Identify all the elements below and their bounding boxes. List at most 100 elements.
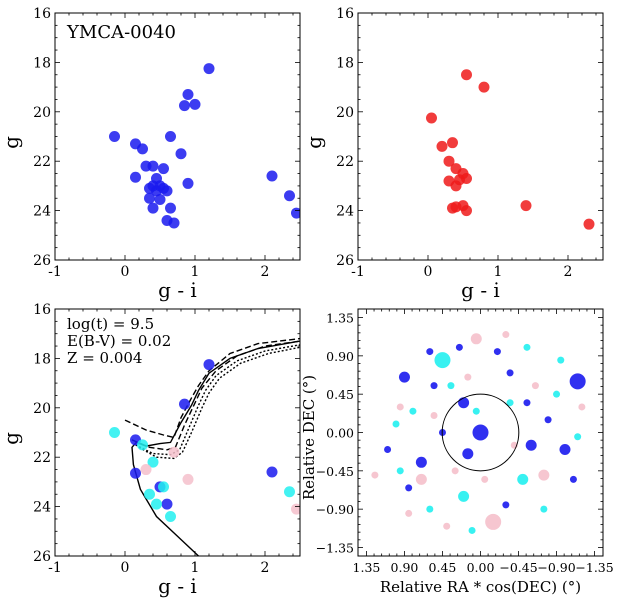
- x-tick-label: -1: [48, 560, 62, 576]
- star-point: [405, 484, 413, 492]
- x-tick-label: 1.35: [353, 560, 381, 575]
- data-point: [140, 464, 152, 476]
- x-tick-label: 2: [261, 264, 270, 280]
- x-tick-label: −1.35: [575, 560, 613, 575]
- x-tick-label: 2: [564, 264, 573, 280]
- sky-panel: 1.35 0.90 0.45 0.00 −0.45 −0.90 −1.351.350.900…: [300, 308, 614, 596]
- y-tick-label: 18: [33, 55, 51, 71]
- cmd-panel-field: -1 0 1 2 16 18 20 22 24 26 g - i g: [302, 6, 604, 302]
- star-point: [409, 407, 417, 415]
- y-tick-label: −0.90: [316, 502, 354, 517]
- x-tick-label: -1: [48, 264, 62, 280]
- data-point: [137, 143, 148, 155]
- y-axis-label: g: [0, 136, 23, 149]
- star-point: [540, 505, 548, 513]
- y-axis-label: g: [302, 136, 326, 149]
- data-point: [109, 131, 120, 142]
- star-point: [472, 407, 480, 415]
- x-axis-label: g - i: [158, 278, 197, 302]
- star-point: [557, 356, 565, 364]
- data-point: [165, 202, 176, 214]
- star-point: [455, 343, 463, 351]
- star-point: [506, 399, 514, 407]
- data-point: [443, 155, 455, 167]
- star-point: [574, 433, 582, 441]
- data-point: [447, 137, 458, 149]
- star-point: [538, 469, 550, 481]
- y-tick-label: 18: [336, 55, 354, 71]
- y-tick-label: 20: [33, 105, 51, 121]
- x-tick-label: 2: [261, 560, 270, 576]
- y-tick-label: 0.45: [326, 387, 354, 402]
- y-tick-label: 26: [33, 253, 51, 269]
- star-point: [559, 444, 571, 456]
- data-point: [151, 498, 162, 510]
- y-tick-label: 22: [336, 154, 354, 170]
- data-point: [266, 170, 278, 182]
- data-point: [284, 190, 295, 202]
- star-point: [506, 369, 514, 377]
- star-point: [447, 382, 455, 390]
- plot-area: [109, 63, 300, 229]
- y-tick-label: 1.35: [326, 311, 354, 326]
- data-point: [189, 98, 201, 110]
- y-tick-label: 0.90: [326, 349, 354, 364]
- star-point: [426, 348, 434, 356]
- isochrone-line-0: [131, 340, 300, 556]
- isochrone-parameter: log(t) = 9.5: [67, 315, 154, 333]
- plot-area: [371, 331, 586, 534]
- data-point: [182, 473, 194, 485]
- data-point: [144, 192, 155, 204]
- x-tick-label: 1: [191, 560, 200, 576]
- data-point: [203, 63, 215, 75]
- y-tick-label: 16: [33, 6, 51, 22]
- data-point: [130, 171, 141, 183]
- star-point: [396, 403, 404, 411]
- y-tick-label: 24: [336, 204, 354, 220]
- x-tick-label: 0.90: [391, 560, 419, 575]
- star-point: [481, 475, 489, 483]
- x-tick-label: 0.00: [467, 560, 495, 575]
- y-tick-label: 16: [336, 6, 354, 22]
- cluster-name: YMCA-0040: [66, 22, 176, 43]
- x-tick-label: −0.45: [499, 560, 537, 575]
- y-tick-label: −1.35: [316, 540, 354, 555]
- y-tick-label: 24: [33, 500, 51, 516]
- data-point: [144, 488, 155, 500]
- star-point: [502, 331, 510, 339]
- star-point: [415, 473, 427, 485]
- data-point: [147, 160, 159, 172]
- y-tick-label: 18: [33, 351, 51, 367]
- data-point: [450, 180, 462, 192]
- y-tick-label: −0.45: [316, 464, 354, 479]
- isochrone-line-4: [138, 346, 300, 460]
- data-point: [147, 202, 159, 214]
- star-point: [578, 403, 586, 411]
- star-point: [392, 420, 400, 428]
- star-point: [523, 343, 531, 351]
- star-point: [430, 382, 438, 390]
- star-point: [493, 348, 501, 356]
- x-axis-label: g - i: [461, 278, 500, 302]
- x-axis-label: Relative RA * cos(DEC) (°): [380, 578, 581, 596]
- data-point: [158, 481, 169, 493]
- data-point: [147, 456, 159, 468]
- star-point: [569, 475, 577, 483]
- star-point: [569, 373, 586, 390]
- x-tick-label: 1: [191, 264, 200, 280]
- data-point: [165, 510, 176, 522]
- data-point: [461, 205, 472, 217]
- y-tick-label: 24: [33, 204, 51, 220]
- plot-area: [109, 337, 300, 556]
- isochrone-line-1: [124, 337, 300, 439]
- star-point: [458, 490, 470, 502]
- data-point: [182, 89, 194, 101]
- x-tick-label: 0: [121, 264, 130, 280]
- y-tick-label: 22: [33, 450, 51, 466]
- data-point: [109, 427, 120, 438]
- y-tick-label: 22: [33, 154, 51, 170]
- star-point: [470, 333, 482, 345]
- x-axis-label: g - i: [158, 574, 197, 598]
- y-tick-label: 26: [33, 549, 51, 565]
- x-tick-label: 1: [494, 264, 503, 280]
